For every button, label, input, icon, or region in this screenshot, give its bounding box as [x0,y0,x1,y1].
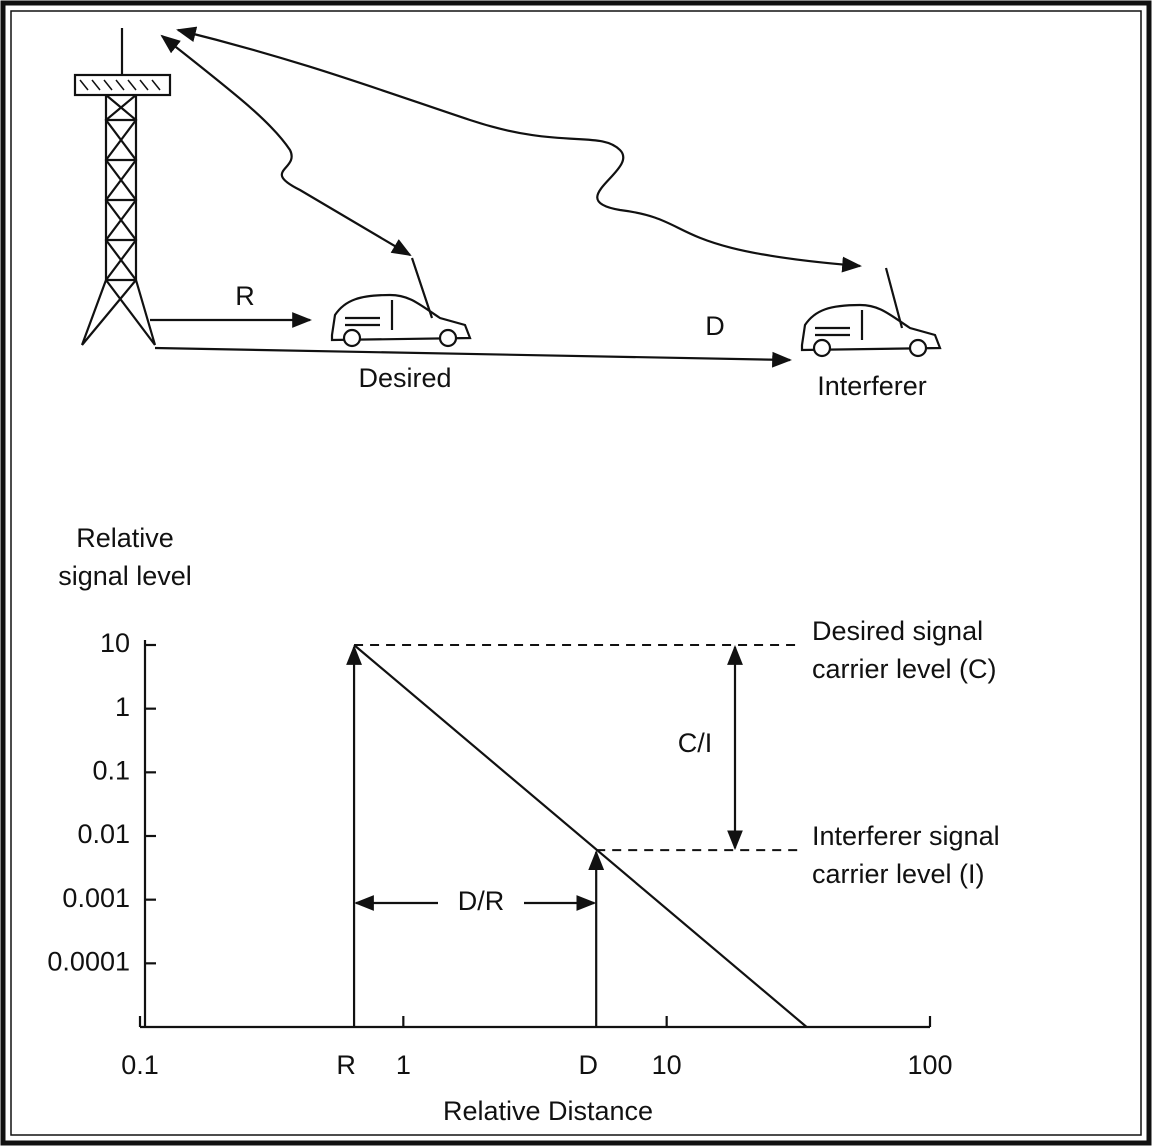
x-axis-label: Relative Distance [443,1096,653,1126]
y-tick-label: 0.0001 [47,946,130,976]
y-tick-label: 0.1 [92,755,130,785]
tower [73,28,172,346]
d-over-r-label: D/R [458,886,505,916]
x-tick-label: 0.1 [121,1050,159,1080]
desired-label: Desired [358,363,451,393]
y-tick-label: 0.01 [77,819,130,849]
inner-frame [10,10,1142,1136]
interferer-car [800,267,942,358]
level-label: Desired signal [812,616,983,646]
signal-line [353,644,808,1028]
y-axis-label: signal level [58,561,192,591]
level-label: carrier level (C) [812,654,997,684]
chart: 10 1 0.1 0.01 0.001 0.0001 0.1 1 10 100 Desired si… [47,616,999,1080]
d-label: D [705,311,725,341]
y-tick-label: 1 [115,692,130,722]
level-label: Interferer signal [812,821,1000,851]
marker-label: R [336,1050,356,1080]
x-tick-label: 100 [907,1050,952,1080]
d-arrow [154,346,792,368]
interferer-signal-path [176,26,862,273]
y-axis-label: Relative [76,523,174,553]
y-tick-label: 10 [100,628,130,658]
y-tick-label: 0.001 [62,883,130,913]
r-label: R [235,281,255,311]
c-over-i-label: C/I [678,728,713,758]
label-backdrop [438,885,524,921]
desired-car [330,257,472,348]
x-tick-label: 10 [652,1050,682,1080]
desired-signal-path [160,34,412,257]
x-tick-label: 1 [396,1050,411,1080]
level-label: carrier level (I) [812,859,985,889]
interferer-label: Interferer [817,371,927,401]
marker-label: D [578,1050,598,1080]
